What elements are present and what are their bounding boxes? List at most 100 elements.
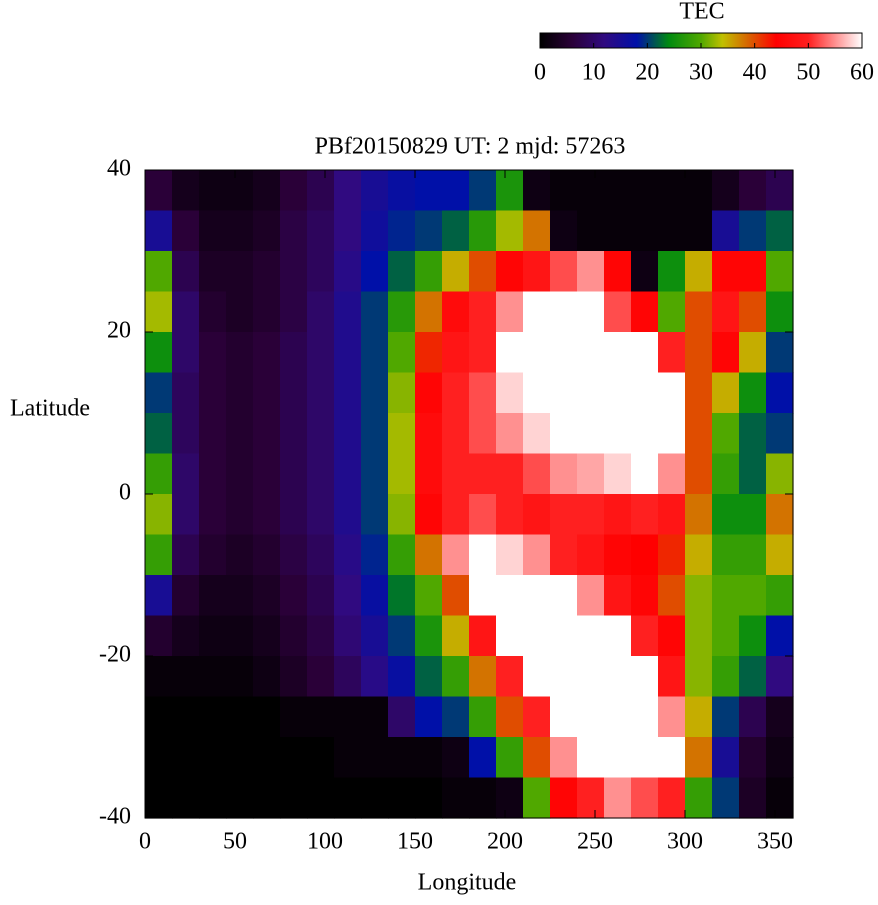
heat-cell <box>685 413 713 455</box>
heat-cell <box>523 534 551 576</box>
heat-cell <box>226 210 254 252</box>
heat-cell <box>199 453 227 495</box>
colorbar-tick-label: 50 <box>796 60 820 86</box>
heat-cell <box>712 575 740 617</box>
heat-cell <box>415 372 443 414</box>
heat-cell <box>415 534 443 576</box>
heat-cell <box>658 575 686 617</box>
heat-cell <box>604 615 632 657</box>
heat-cell <box>469 656 497 698</box>
heat-cell <box>496 372 524 414</box>
heat-cell <box>712 494 740 536</box>
heat-cell <box>550 534 578 576</box>
heat-cell <box>658 413 686 455</box>
heat-cell <box>631 494 659 536</box>
heat-cell <box>712 453 740 495</box>
heat-cell <box>523 413 551 455</box>
heat-cell <box>604 453 632 495</box>
heat-cell <box>172 453 200 495</box>
heat-cell <box>712 170 740 212</box>
heat-cell <box>550 453 578 495</box>
heat-cell <box>172 332 200 374</box>
heat-cell <box>226 575 254 617</box>
heat-cell <box>766 615 794 657</box>
heat-cell <box>172 494 200 536</box>
heat-cell <box>307 696 335 738</box>
heat-cell <box>766 332 794 374</box>
heat-cell <box>145 210 173 252</box>
heat-cell <box>145 656 173 698</box>
heat-cell <box>496 696 524 738</box>
heat-cell <box>469 210 497 252</box>
heat-cell <box>577 696 605 738</box>
heat-cell <box>631 170 659 212</box>
heat-cell <box>280 534 308 576</box>
heat-cell <box>496 413 524 455</box>
heat-cell <box>658 737 686 779</box>
heat-cell <box>766 494 794 536</box>
colorbar-label: TEC <box>679 0 724 25</box>
heat-cell <box>496 575 524 617</box>
heat-cell <box>712 656 740 698</box>
heat-cell <box>307 453 335 495</box>
heat-cell <box>442 332 470 374</box>
heat-cell <box>415 291 443 333</box>
heat-cell <box>658 777 686 819</box>
heat-cell <box>604 494 632 536</box>
heat-cell <box>145 696 173 738</box>
heat-cell <box>766 656 794 698</box>
heat-cell <box>145 372 173 414</box>
heat-cell <box>631 332 659 374</box>
heat-cell <box>334 413 362 455</box>
heat-cell <box>739 291 767 333</box>
heat-cell <box>712 251 740 293</box>
heat-cell <box>361 494 389 536</box>
heat-cell <box>280 777 308 819</box>
heat-cell <box>307 615 335 657</box>
heat-cell <box>658 696 686 738</box>
heat-cell <box>226 777 254 819</box>
heat-cell <box>226 251 254 293</box>
heat-cell <box>199 656 227 698</box>
heat-cell <box>604 372 632 414</box>
heat-cell <box>172 534 200 576</box>
heat-cell <box>712 210 740 252</box>
heat-cell <box>253 453 281 495</box>
heat-cell <box>361 656 389 698</box>
heat-cell <box>685 494 713 536</box>
heat-cell <box>253 251 281 293</box>
heat-cell <box>199 575 227 617</box>
heat-cell <box>334 332 362 374</box>
heat-cell <box>226 413 254 455</box>
heat-cell <box>361 170 389 212</box>
heat-cell <box>334 372 362 414</box>
heat-cell <box>334 696 362 738</box>
colorbar-tick-label: 20 <box>635 60 659 86</box>
heat-cell <box>199 372 227 414</box>
heat-cell <box>280 372 308 414</box>
heat-cell <box>280 413 308 455</box>
heat-cell <box>172 170 200 212</box>
heat-cell <box>577 777 605 819</box>
heat-cell <box>469 453 497 495</box>
heat-cell <box>388 332 416 374</box>
heat-cell <box>415 453 443 495</box>
heat-cell <box>172 575 200 617</box>
heat-cell <box>523 372 551 414</box>
heat-cell <box>577 291 605 333</box>
heat-cell <box>523 453 551 495</box>
heat-cell <box>415 210 443 252</box>
heat-cell <box>280 737 308 779</box>
heat-cell <box>550 494 578 536</box>
heat-cell <box>550 656 578 698</box>
heat-cell <box>577 575 605 617</box>
heat-cell <box>307 251 335 293</box>
heat-cell <box>523 696 551 738</box>
heat-cell <box>415 575 443 617</box>
heat-cell <box>172 656 200 698</box>
heat-cell <box>577 210 605 252</box>
heat-cell <box>685 210 713 252</box>
heat-cell <box>199 413 227 455</box>
heat-cell <box>415 615 443 657</box>
heat-cell <box>577 453 605 495</box>
